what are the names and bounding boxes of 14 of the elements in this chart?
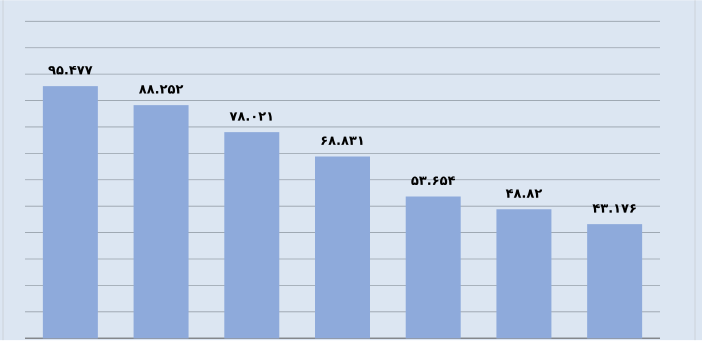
data-label: ۴۸.۸۲: [506, 189, 542, 198]
data-label: ۴۳.۱۷۶: [592, 204, 636, 213]
data-label: ۷۸.۰۲۱: [230, 112, 272, 121]
bar: [134, 105, 189, 338]
bar: [224, 132, 280, 338]
bar: [406, 196, 461, 338]
bar: [42, 86, 98, 338]
data-label: ۶۸.۸۳۱: [321, 136, 362, 145]
data-label: ۵۳.۶۵۴: [411, 176, 456, 185]
bar: [496, 209, 552, 338]
bar: [315, 156, 370, 338]
data-label: ۹۵.۴۷۷: [48, 66, 92, 75]
data-label: ۸۸.۲۵۲: [138, 85, 184, 94]
bar: [587, 224, 642, 338]
